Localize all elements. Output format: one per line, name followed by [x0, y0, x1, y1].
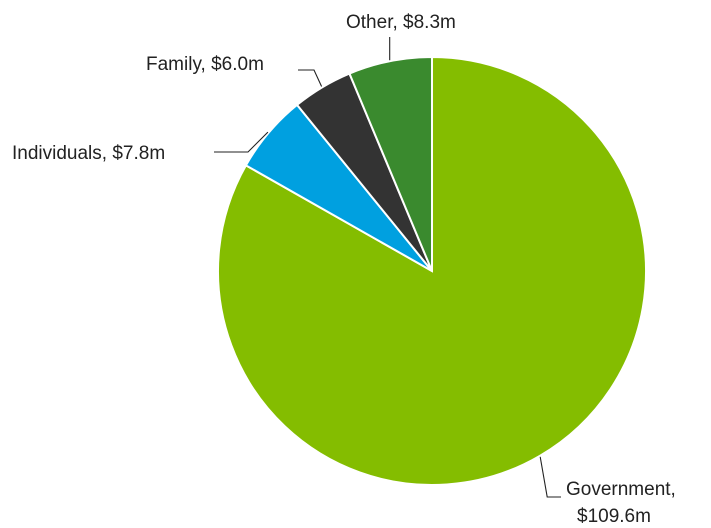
pie-slices [217, 55, 647, 486]
slice-label-family: Family, $6.0m [146, 54, 264, 75]
leader-line-family [298, 69, 323, 87]
slice-label-government-line1: Government, [566, 479, 676, 500]
leader-line-government [539, 456, 561, 498]
slice-label-other: Other, $8.3m [346, 12, 456, 33]
pie-slice-government [217, 55, 647, 486]
pie-slice-other [348, 55, 433, 272]
leader-line-individuals [214, 131, 269, 153]
slice-labels: Government, $109.6m Individuals, $7.8m F… [12, 12, 676, 527]
slice-label-government-line2: $109.6m [577, 506, 651, 527]
label-leader-lines [214, 37, 561, 498]
slice-label-individuals: Individuals, $7.8m [12, 143, 165, 164]
